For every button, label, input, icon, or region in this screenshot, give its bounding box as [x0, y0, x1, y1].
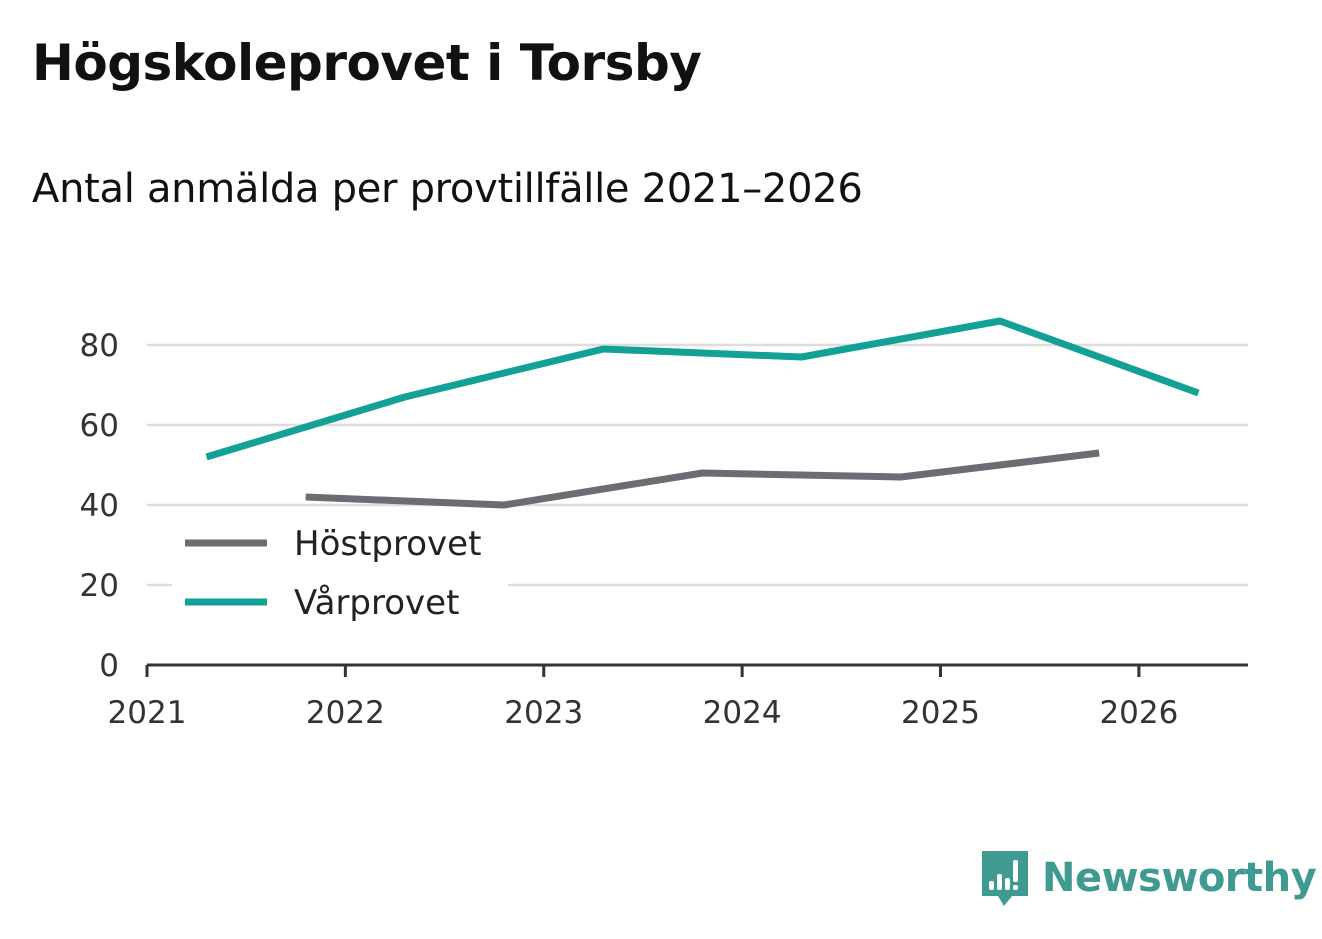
x-tick-label-2026: 2026 [1099, 695, 1178, 731]
x-tick-label-2023: 2023 [504, 695, 583, 731]
chart-subtitle: Antal anmälda per provtillfälle 2021–202… [32, 166, 863, 212]
legend-label-0: Höstprovet [294, 524, 481, 564]
newsworthy-brand: Newsworthy [980, 848, 1317, 908]
x-tick-label-2025: 2025 [901, 695, 980, 731]
series-line-varprovet [205, 317, 1200, 461]
chart-title: Högskoleprovet i Torsby [32, 34, 702, 92]
series-line-hostprovet [305, 449, 1100, 509]
y-tick-label-60: 60 [80, 408, 119, 444]
brand-name: Newsworthy [1042, 855, 1317, 901]
x-tick-label-2021: 2021 [108, 695, 187, 731]
newsworthy-logo-icon [982, 851, 1028, 906]
x-tick-label-2022: 2022 [306, 695, 385, 731]
y-tick-label-40: 40 [80, 488, 119, 524]
legend-label-1: Vårprovet [294, 583, 459, 623]
y-tick-label-80: 80 [80, 328, 119, 364]
y-tick-label-20: 20 [80, 568, 119, 604]
y-tick-label-0: 0 [99, 648, 119, 684]
x-tick-label-2024: 2024 [703, 695, 782, 731]
legend-box [172, 518, 508, 636]
